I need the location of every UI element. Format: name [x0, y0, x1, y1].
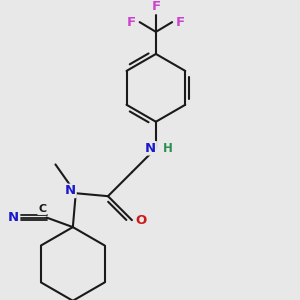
Text: F: F: [151, 0, 160, 13]
Text: N: N: [145, 142, 156, 155]
Text: N: N: [8, 211, 19, 224]
Text: O: O: [135, 214, 146, 226]
Text: H: H: [163, 142, 173, 155]
Text: C: C: [38, 204, 46, 214]
Text: F: F: [176, 16, 184, 28]
Text: F: F: [127, 16, 136, 28]
Text: N: N: [65, 184, 76, 197]
